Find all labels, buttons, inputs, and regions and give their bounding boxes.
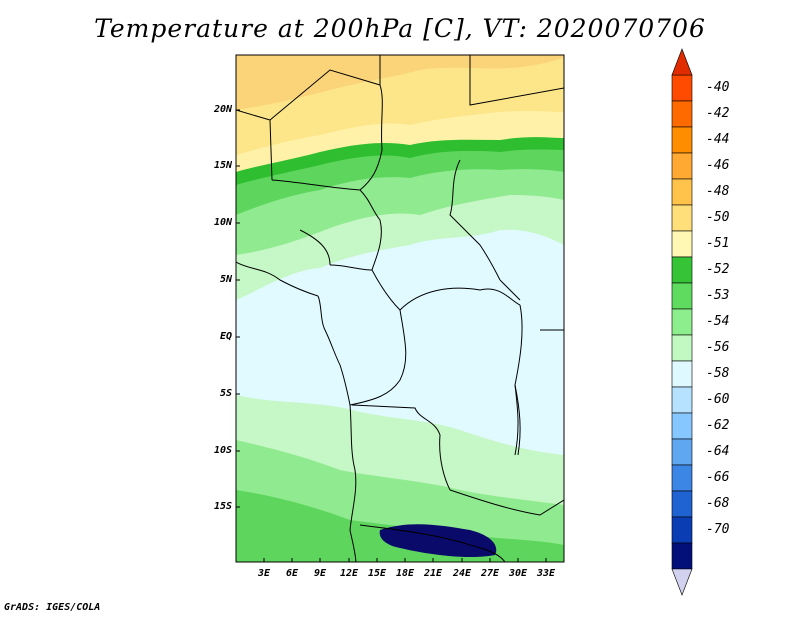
colorbar-label: -58 xyxy=(706,366,730,381)
colorbar-swatch xyxy=(671,152,693,180)
x-axis-label: 15E xyxy=(367,568,387,579)
colorbar-swatch xyxy=(671,74,693,102)
colorbar-swatch xyxy=(671,490,693,518)
colorbar-swatch xyxy=(671,256,693,284)
x-axis-label: 6E xyxy=(285,568,299,579)
x-axis-label: 30E xyxy=(508,568,528,579)
band-south-navy xyxy=(379,524,497,558)
colorbar-swatch xyxy=(671,126,693,154)
colorbar-swatch xyxy=(671,542,693,570)
colorbar-swatch xyxy=(671,438,693,466)
colorbar-swatch xyxy=(671,204,693,232)
x-axis-label: 21E xyxy=(423,568,443,579)
y-axis-label: 5N xyxy=(219,274,232,285)
colorbar-label: -54 xyxy=(706,314,730,329)
colorbar-swatch xyxy=(671,412,693,440)
colorbar-swatch xyxy=(671,464,693,492)
y-axis-label: 5S xyxy=(219,388,232,399)
colorbar-label: -68 xyxy=(706,496,730,511)
y-axis-label: 20N xyxy=(213,104,232,115)
colorbar-top-arrow xyxy=(671,48,693,76)
colorbar-bottom-arrow xyxy=(671,568,693,596)
axis-ticks xyxy=(236,109,547,562)
colorbar-label: -50 xyxy=(706,210,730,225)
colorbar-swatch xyxy=(671,516,693,544)
colorbar-label: -70 xyxy=(706,522,730,537)
colorbar-swatch xyxy=(671,100,693,128)
map-title: Temperature at 200hPa [C], VT: 202007070… xyxy=(94,14,706,43)
colorbar-label: -40 xyxy=(706,80,730,95)
colorbar-swatch xyxy=(671,360,693,388)
x-axis-label: 24E xyxy=(452,568,472,579)
x-axis-label: 18E xyxy=(395,568,415,579)
colorbar-swatch xyxy=(671,230,693,258)
colorbar-label: -62 xyxy=(706,418,730,433)
colorbar-label: -56 xyxy=(706,340,730,355)
colorbar-swatch xyxy=(671,334,693,362)
colorbar-label: -66 xyxy=(706,470,730,485)
colorbar-swatch xyxy=(671,178,693,206)
x-axis-label: 12E xyxy=(339,568,359,579)
colorbar-swatch xyxy=(671,282,693,310)
colorbar-label: -48 xyxy=(706,184,730,199)
x-axis-label: 27E xyxy=(480,568,500,579)
x-axis-label: 33E xyxy=(536,568,556,579)
colorbar-label: -52 xyxy=(706,262,730,277)
country-borders xyxy=(236,55,564,562)
y-axis-label: 15N xyxy=(213,160,232,171)
map-frame xyxy=(235,54,565,563)
colorbar-label: -53 xyxy=(706,288,730,303)
y-axis-label: EQ xyxy=(219,331,232,342)
x-axis-label: 9E xyxy=(313,568,327,579)
y-axis-label: 15S xyxy=(213,501,232,512)
colorbar-label: -42 xyxy=(706,106,730,121)
colorbar-label: -44 xyxy=(706,132,730,147)
colorbar-swatch xyxy=(671,386,693,414)
grads-credit: GrADS: IGES/COLA xyxy=(4,602,101,613)
colorbar-label: -46 xyxy=(706,158,730,173)
colorbar-label: -64 xyxy=(706,444,730,459)
colorbar-swatch xyxy=(671,308,693,336)
band-north-yellow xyxy=(236,55,564,110)
colorbar-label: -51 xyxy=(706,236,730,251)
y-axis-label: 10S xyxy=(213,445,232,456)
x-axis-label: 3E xyxy=(257,568,271,579)
colorbar-label: -60 xyxy=(706,392,730,407)
temperature-field xyxy=(236,55,564,562)
y-axis-label: 10N xyxy=(213,217,232,228)
